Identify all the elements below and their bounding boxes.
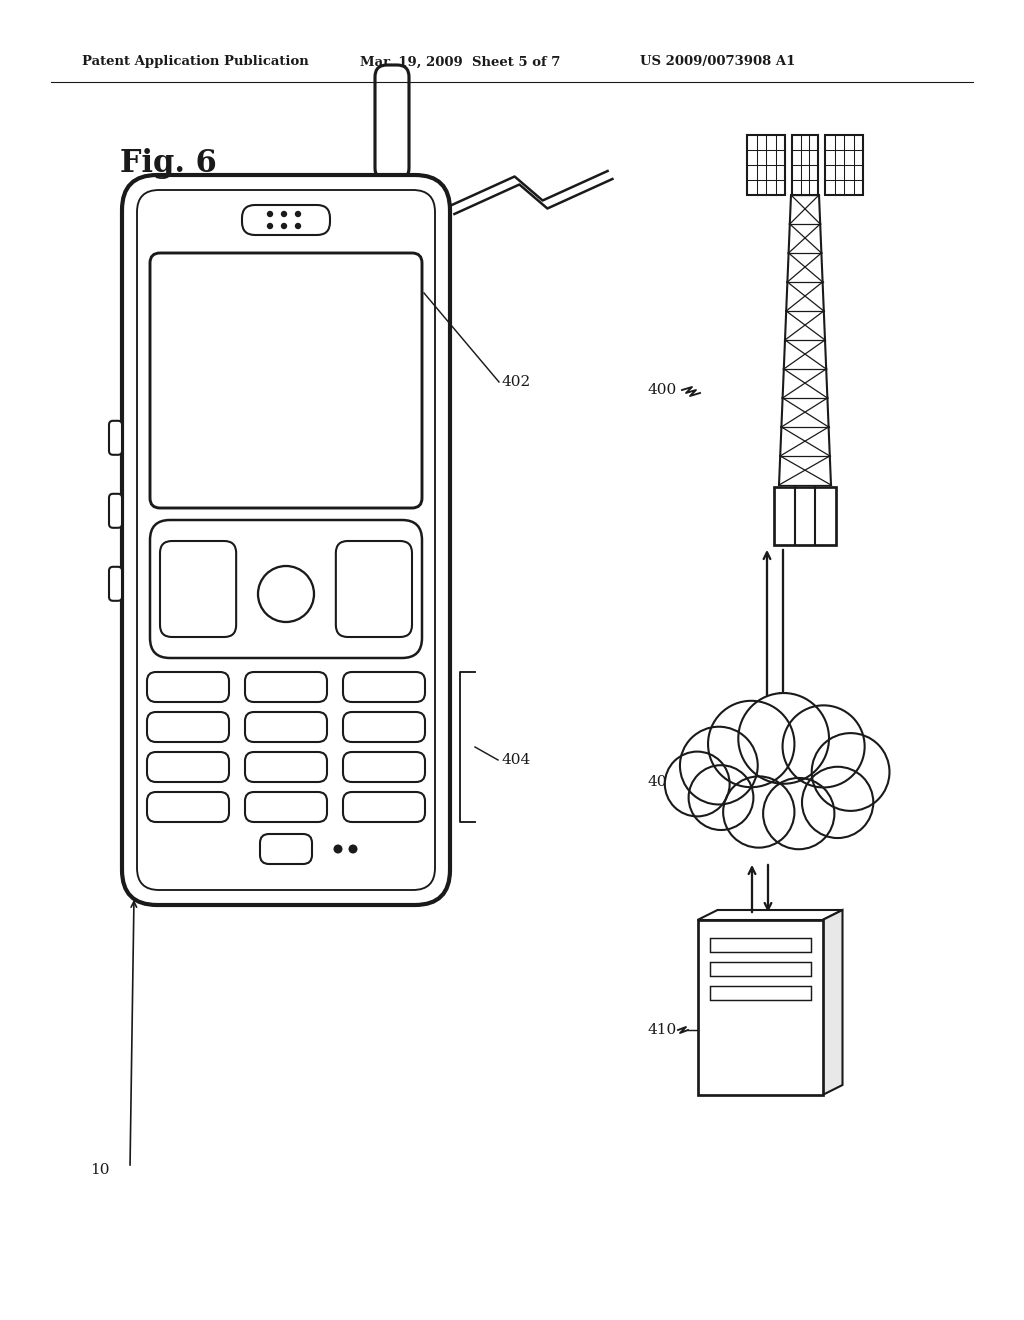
Text: 10: 10 <box>90 1163 110 1177</box>
Bar <box>710 986 811 1001</box>
FancyBboxPatch shape <box>245 792 327 822</box>
Bar <box>792 135 818 195</box>
FancyBboxPatch shape <box>137 190 435 890</box>
Circle shape <box>665 751 730 816</box>
Polygon shape <box>697 909 843 920</box>
FancyBboxPatch shape <box>147 792 229 822</box>
Bar <box>710 939 811 952</box>
FancyBboxPatch shape <box>343 672 425 702</box>
Text: Fig. 6: Fig. 6 <box>120 148 217 180</box>
Circle shape <box>281 211 287 218</box>
Bar <box>697 920 822 1096</box>
Circle shape <box>267 211 273 218</box>
Circle shape <box>258 566 314 622</box>
Circle shape <box>334 845 342 854</box>
Text: US 2009/0073908 A1: US 2009/0073908 A1 <box>640 55 796 69</box>
Circle shape <box>802 767 873 838</box>
Circle shape <box>723 776 795 847</box>
Circle shape <box>688 766 754 830</box>
Circle shape <box>281 223 287 230</box>
FancyBboxPatch shape <box>147 672 229 702</box>
FancyBboxPatch shape <box>336 541 412 638</box>
Bar <box>774 487 836 545</box>
FancyBboxPatch shape <box>343 792 425 822</box>
FancyBboxPatch shape <box>343 711 425 742</box>
Circle shape <box>267 223 273 230</box>
Circle shape <box>763 777 835 849</box>
Polygon shape <box>822 909 843 1096</box>
Text: 404: 404 <box>502 752 531 767</box>
FancyBboxPatch shape <box>147 711 229 742</box>
FancyBboxPatch shape <box>160 541 237 638</box>
Circle shape <box>680 727 758 804</box>
Bar <box>746 135 785 195</box>
Circle shape <box>708 701 795 787</box>
Circle shape <box>812 733 890 810</box>
Text: 408: 408 <box>648 775 677 789</box>
Text: 402: 402 <box>502 375 531 389</box>
FancyBboxPatch shape <box>242 205 330 235</box>
Circle shape <box>295 211 301 218</box>
FancyBboxPatch shape <box>122 176 450 906</box>
FancyBboxPatch shape <box>245 672 327 702</box>
FancyBboxPatch shape <box>109 494 122 528</box>
FancyBboxPatch shape <box>343 752 425 781</box>
Text: 400: 400 <box>648 383 677 397</box>
FancyBboxPatch shape <box>245 752 327 781</box>
FancyBboxPatch shape <box>260 834 312 865</box>
FancyBboxPatch shape <box>109 421 122 455</box>
FancyBboxPatch shape <box>109 566 122 601</box>
FancyBboxPatch shape <box>150 520 422 657</box>
Circle shape <box>348 845 357 854</box>
Bar <box>710 962 811 975</box>
Text: 410: 410 <box>648 1023 677 1038</box>
FancyBboxPatch shape <box>375 65 409 180</box>
Text: Patent Application Publication: Patent Application Publication <box>82 55 309 69</box>
FancyBboxPatch shape <box>147 752 229 781</box>
FancyBboxPatch shape <box>150 253 422 508</box>
FancyBboxPatch shape <box>245 711 327 742</box>
Circle shape <box>295 223 301 230</box>
Bar <box>825 135 863 195</box>
Circle shape <box>782 705 864 788</box>
Circle shape <box>738 693 829 784</box>
Text: Mar. 19, 2009  Sheet 5 of 7: Mar. 19, 2009 Sheet 5 of 7 <box>360 55 560 69</box>
